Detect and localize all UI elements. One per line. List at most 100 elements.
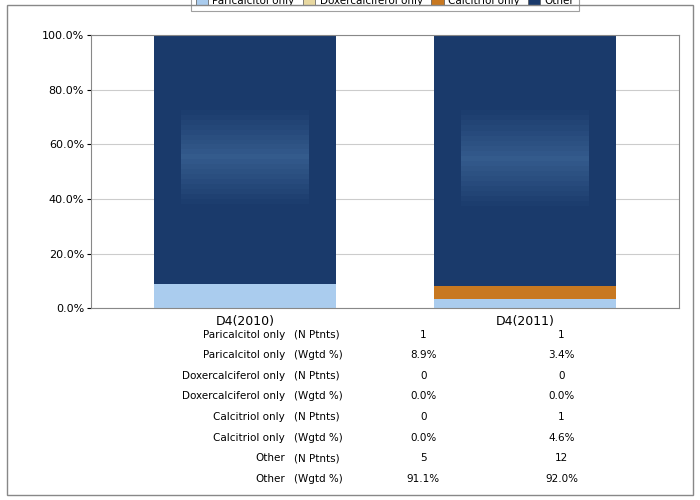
Bar bbox=[461, 201, 589, 206]
Bar bbox=[181, 60, 309, 65]
Text: 8.9%: 8.9% bbox=[410, 350, 437, 360]
Bar bbox=[181, 194, 309, 199]
Bar bbox=[181, 140, 309, 144]
Text: Paricalcitol only: Paricalcitol only bbox=[203, 350, 285, 360]
Bar bbox=[434, 35, 616, 286]
Text: (N Ptnts): (N Ptnts) bbox=[294, 330, 340, 340]
Bar bbox=[181, 274, 309, 279]
Bar bbox=[434, 299, 616, 308]
Bar bbox=[461, 261, 589, 266]
Bar bbox=[181, 204, 309, 209]
Bar bbox=[461, 100, 589, 105]
Text: 0.0%: 0.0% bbox=[548, 392, 575, 402]
Text: Other: Other bbox=[256, 453, 285, 463]
Bar bbox=[181, 65, 309, 70]
Bar bbox=[461, 55, 589, 60]
Bar bbox=[461, 110, 589, 116]
Bar bbox=[461, 241, 589, 246]
Text: (Wgtd %): (Wgtd %) bbox=[294, 350, 342, 360]
Bar bbox=[181, 239, 309, 244]
Text: (N Ptnts): (N Ptnts) bbox=[294, 412, 340, 422]
Bar bbox=[461, 160, 589, 166]
Bar bbox=[181, 229, 309, 234]
Bar bbox=[181, 209, 309, 214]
Bar bbox=[461, 65, 589, 70]
Bar bbox=[181, 35, 309, 40]
Bar bbox=[181, 40, 309, 45]
Bar bbox=[461, 116, 589, 120]
Bar bbox=[181, 85, 309, 89]
Bar bbox=[181, 45, 309, 50]
Text: 1: 1 bbox=[558, 412, 565, 422]
Bar bbox=[461, 70, 589, 75]
Text: Doxercalciferol only: Doxercalciferol only bbox=[182, 392, 285, 402]
Bar bbox=[181, 199, 309, 204]
Bar bbox=[181, 55, 309, 60]
Text: 0.0%: 0.0% bbox=[410, 392, 436, 402]
Text: (Wgtd %): (Wgtd %) bbox=[294, 432, 342, 442]
Text: (Wgtd %): (Wgtd %) bbox=[294, 392, 342, 402]
Bar bbox=[461, 251, 589, 256]
Bar bbox=[181, 269, 309, 274]
Text: 92.0%: 92.0% bbox=[545, 474, 578, 484]
Text: 0: 0 bbox=[420, 412, 426, 422]
Bar bbox=[461, 75, 589, 80]
Text: 0: 0 bbox=[420, 371, 426, 381]
Text: 12: 12 bbox=[555, 453, 568, 463]
Bar bbox=[461, 181, 589, 186]
Bar bbox=[461, 146, 589, 150]
Bar bbox=[461, 136, 589, 140]
Bar bbox=[461, 166, 589, 170]
Bar bbox=[434, 286, 616, 299]
Bar bbox=[461, 206, 589, 211]
Bar bbox=[461, 170, 589, 175]
Text: Doxercalciferol only: Doxercalciferol only bbox=[182, 371, 285, 381]
Bar bbox=[181, 244, 309, 249]
Bar bbox=[461, 130, 589, 136]
Bar bbox=[181, 134, 309, 140]
Bar bbox=[181, 184, 309, 190]
Text: 3.4%: 3.4% bbox=[548, 350, 575, 360]
Bar bbox=[461, 176, 589, 181]
Bar bbox=[461, 45, 589, 50]
Text: Other: Other bbox=[256, 474, 285, 484]
Bar bbox=[461, 126, 589, 130]
Text: Calcitriol only: Calcitriol only bbox=[214, 412, 285, 422]
Bar bbox=[154, 35, 336, 284]
Bar bbox=[181, 164, 309, 170]
Bar bbox=[181, 114, 309, 119]
Bar bbox=[461, 120, 589, 126]
Bar bbox=[181, 180, 309, 184]
Text: 0: 0 bbox=[558, 371, 565, 381]
Bar bbox=[181, 94, 309, 100]
Bar bbox=[181, 170, 309, 174]
Bar bbox=[461, 196, 589, 201]
Bar bbox=[461, 226, 589, 231]
Bar bbox=[461, 246, 589, 251]
Bar bbox=[461, 90, 589, 96]
Bar bbox=[461, 216, 589, 221]
Bar bbox=[461, 266, 589, 271]
Text: (N Ptnts): (N Ptnts) bbox=[294, 371, 340, 381]
Bar bbox=[181, 160, 309, 164]
Text: 0.0%: 0.0% bbox=[410, 432, 436, 442]
Bar bbox=[461, 211, 589, 216]
Bar bbox=[181, 120, 309, 124]
Bar bbox=[154, 284, 336, 308]
Bar bbox=[181, 75, 309, 80]
Bar bbox=[461, 150, 589, 156]
Bar bbox=[461, 276, 589, 281]
Bar bbox=[461, 156, 589, 160]
Bar bbox=[461, 191, 589, 196]
Bar bbox=[181, 264, 309, 269]
Bar bbox=[461, 236, 589, 241]
Bar bbox=[181, 150, 309, 154]
Bar bbox=[181, 104, 309, 110]
Text: 4.6%: 4.6% bbox=[548, 432, 575, 442]
Bar bbox=[181, 144, 309, 150]
Bar bbox=[181, 254, 309, 259]
Bar bbox=[461, 80, 589, 86]
Bar bbox=[181, 234, 309, 239]
Bar bbox=[181, 259, 309, 264]
Bar bbox=[181, 124, 309, 130]
